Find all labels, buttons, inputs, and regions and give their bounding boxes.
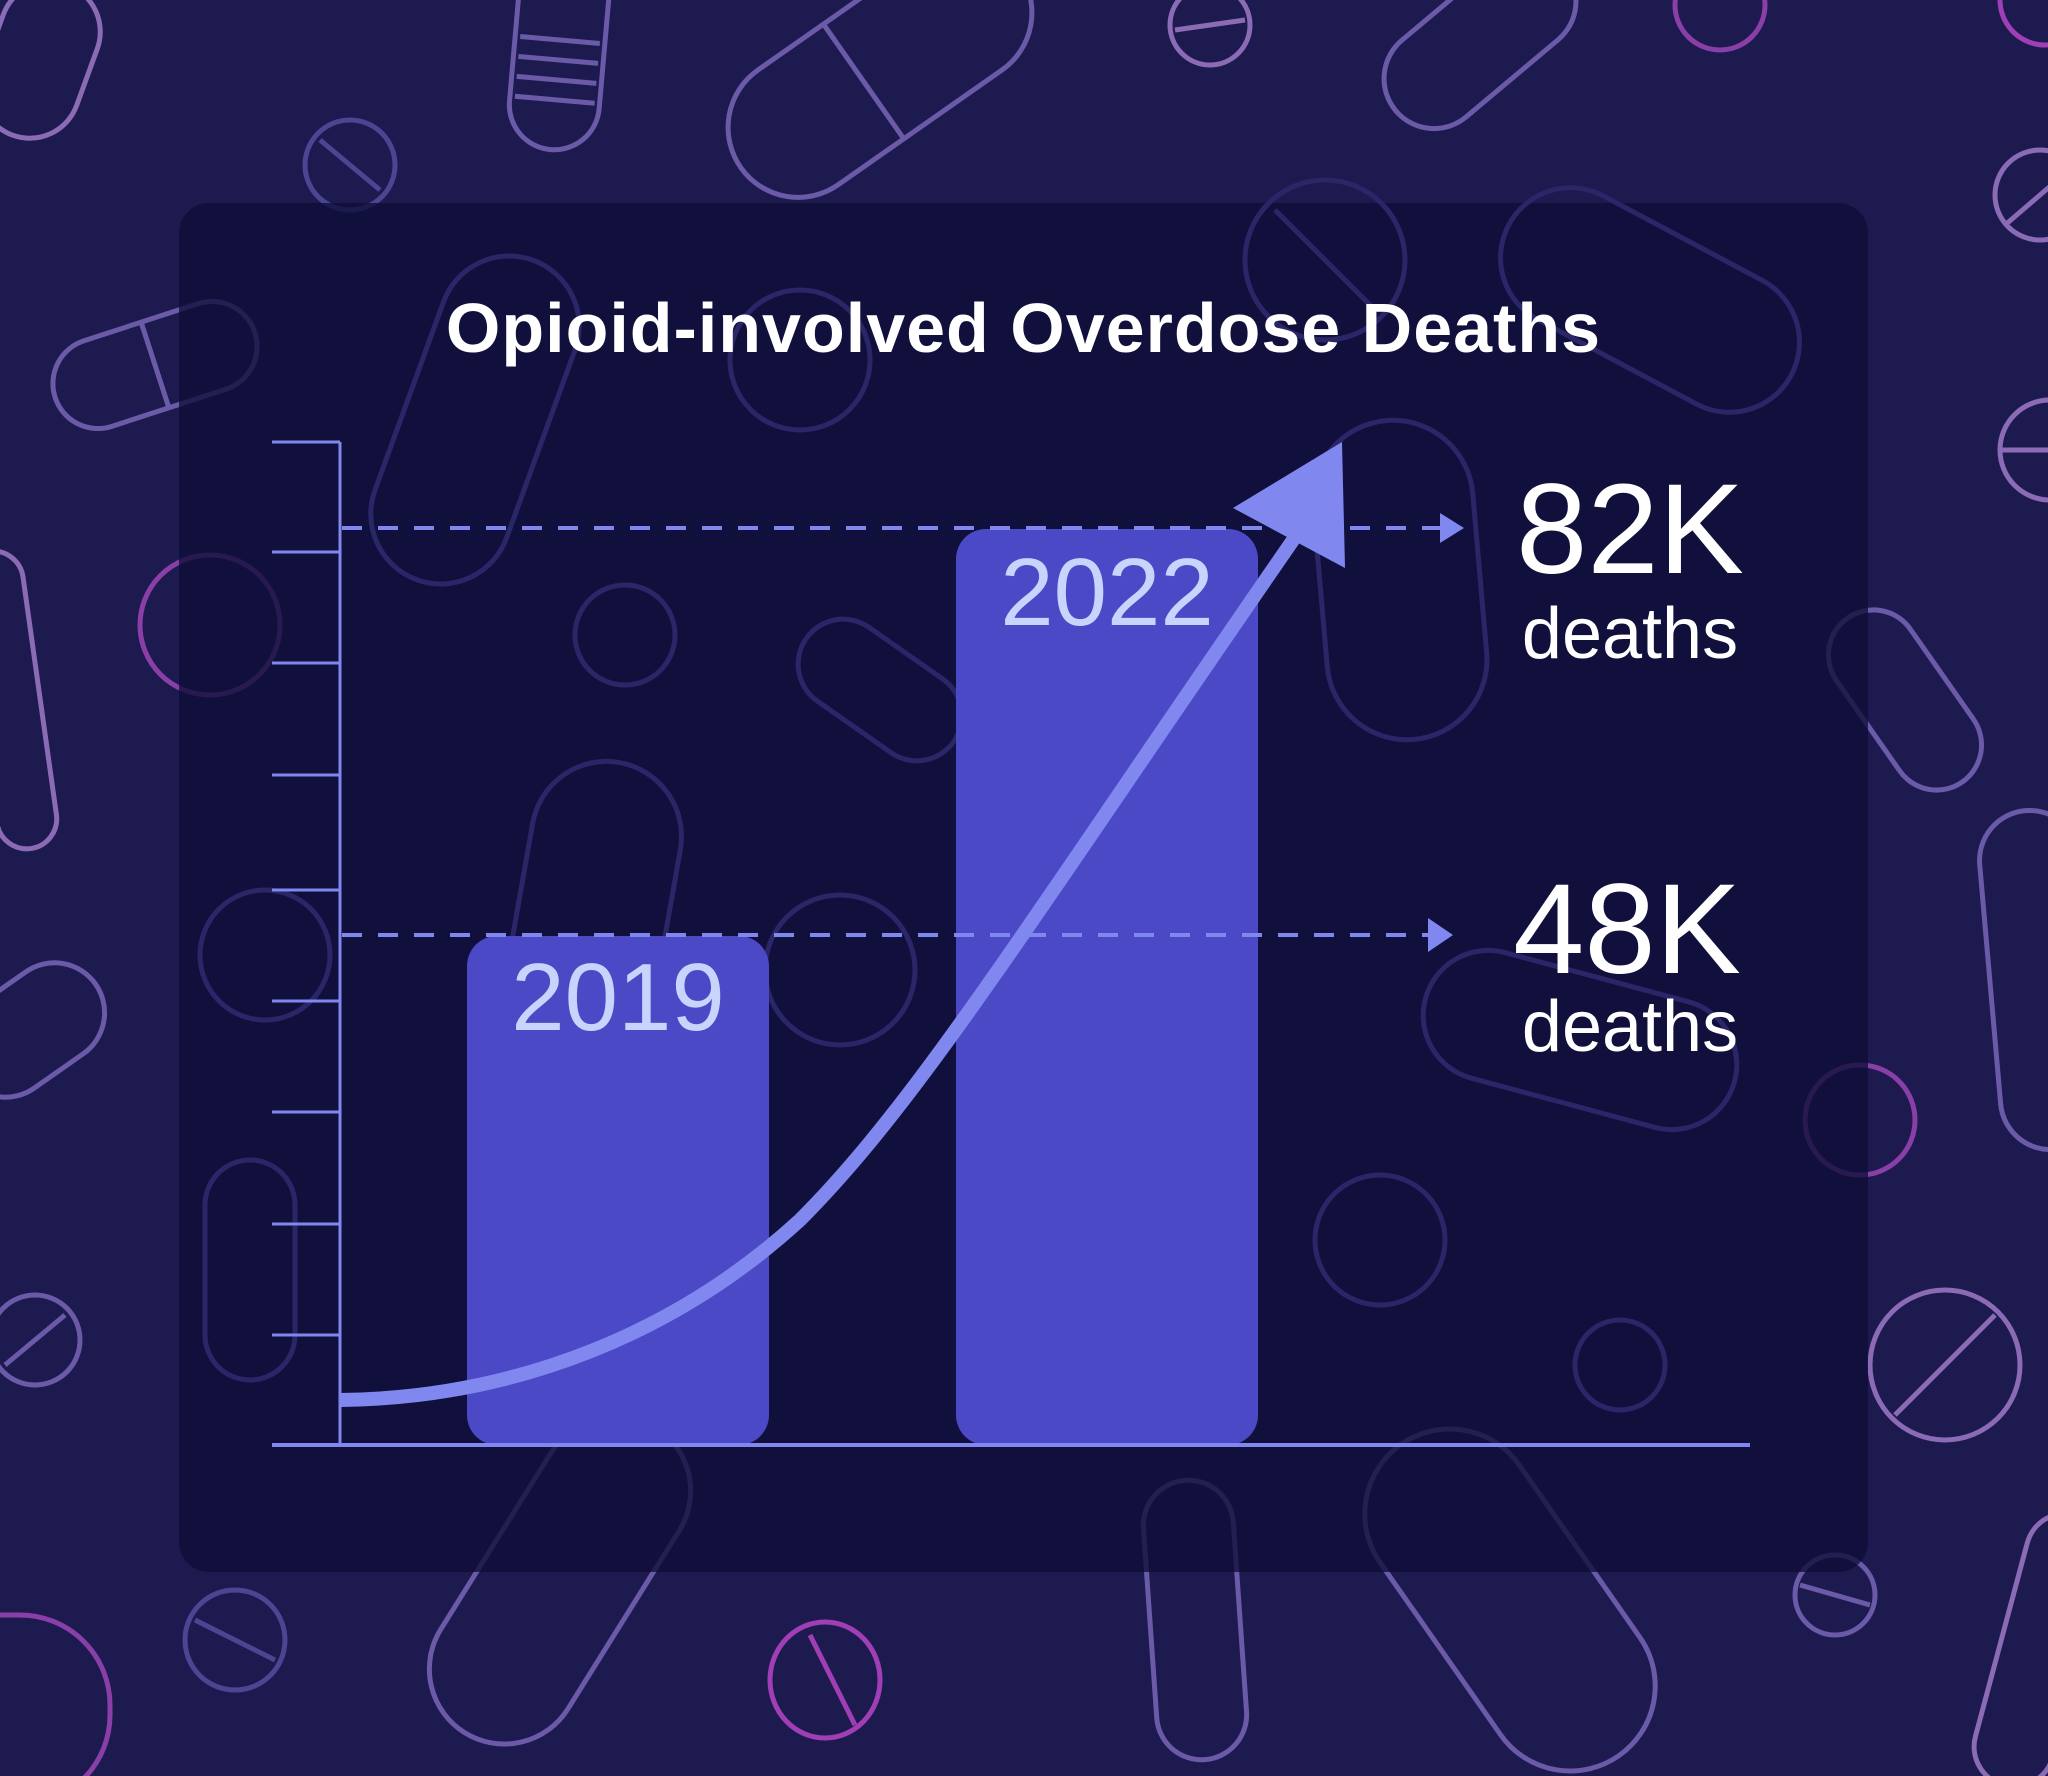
arrowhead-82k-icon — [1440, 513, 1464, 543]
tablet-icon — [0, 1292, 83, 1388]
capsule-icon — [1977, 807, 2048, 1153]
tablet-icon — [1997, 0, 2048, 48]
chart-title: Opioid-involved Overdose Deaths — [445, 289, 1602, 367]
tablet-icon — [767, 1619, 883, 1741]
y-axis — [272, 440, 342, 1445]
tablet-icon — [182, 1587, 288, 1693]
tablet-icon — [1997, 397, 2048, 503]
capsule-icon — [725, 0, 1035, 200]
arrowhead-48k-icon — [1428, 918, 1453, 952]
capsule-icon — [1971, 1510, 2048, 1776]
unit-label-48k: deaths — [1521, 987, 1739, 1067]
bar-label-2019: 2019 — [511, 944, 725, 1051]
bar-2022 — [956, 529, 1258, 1445]
tablet-icon — [1867, 1287, 2023, 1443]
trend-arrow — [339, 526, 1306, 1407]
bar-2019 — [467, 936, 769, 1445]
tablet-icon — [1992, 147, 2048, 243]
capsule-icon — [0, 548, 60, 852]
value-label-82k: 82K — [1516, 458, 1744, 601]
capsule-icon — [0, 0, 103, 141]
tablet-icon — [1167, 0, 1253, 68]
tablet-icon — [1672, 0, 1768, 53]
bar-label-2022: 2022 — [1000, 539, 1214, 646]
capsule-icon — [0, 1612, 113, 1776]
capsule-icon — [0, 960, 108, 1100]
unit-label-82k: deaths — [1521, 594, 1739, 674]
trend-arrowhead-icon — [1233, 442, 1345, 568]
capsule-icon — [1381, 0, 1579, 132]
capsule-icon — [506, 0, 614, 153]
value-label-48k: 48K — [1513, 858, 1741, 1001]
